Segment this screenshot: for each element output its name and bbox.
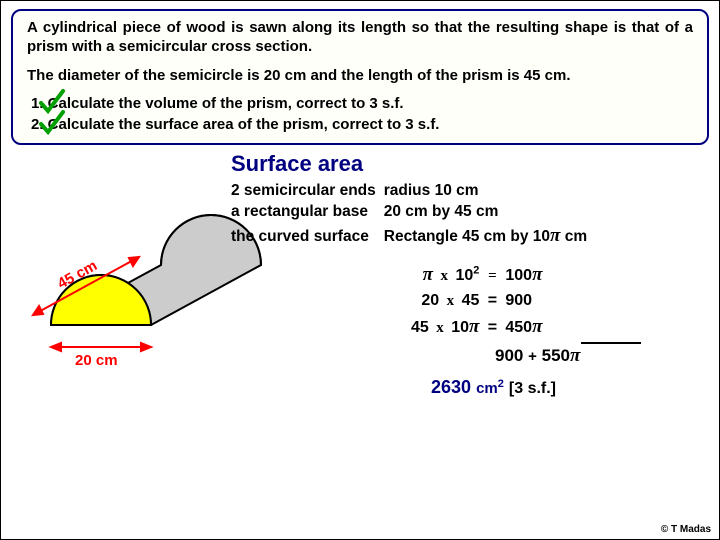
question-2: 2. Calculate the surface area of the pri…	[27, 116, 693, 133]
problem-box: A cylindrical piece of wood is sawn alon…	[11, 9, 709, 145]
width-label: 20 cm	[75, 352, 118, 369]
components-list: 2 semicircular ends radius 10 cm a recta…	[231, 181, 595, 248]
problem-para-2: The diameter of the semicircle is 20 cm …	[27, 67, 693, 86]
comp-base-dim: 20 cm by 45 cm	[384, 202, 595, 223]
sum-rule	[581, 342, 641, 344]
comp-ends: 2 semicircular ends	[231, 181, 384, 202]
surface-area-heading: Surface area	[231, 151, 363, 177]
calculation-block: π x 102 = 100π 20 x 45 = 900 45 x 10π = …	[411, 261, 641, 344]
comp-curved: the curved surface	[231, 223, 384, 249]
question-1: 1. Calculate the volume of the prism, co…	[27, 95, 693, 112]
final-answer: 2630 cm2 [3 s.f.]	[431, 377, 556, 398]
credit-line: © T Madas	[661, 524, 711, 535]
problem-para-1: A cylindrical piece of wood is sawn alon…	[27, 19, 693, 57]
comp-curved-dim: Rectangle 45 cm by 10π cm	[384, 223, 595, 249]
sum-line: 900 + 550π	[495, 345, 580, 367]
comp-ends-dim: radius 10 cm	[384, 181, 595, 202]
comp-base: a rectangular base	[231, 202, 384, 223]
solution-area: 45 cm 20 cm Surface area 2 semicircular …	[1, 145, 719, 445]
